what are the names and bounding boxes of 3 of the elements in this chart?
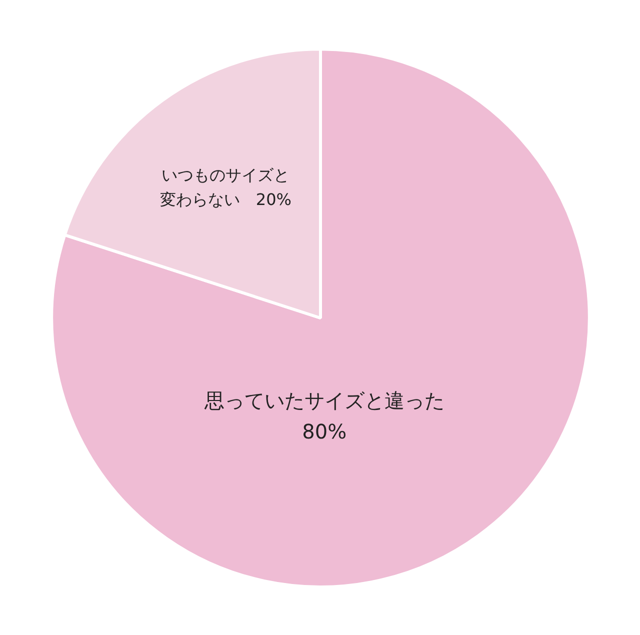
- data-label: 80%: [302, 420, 347, 444]
- slice-label: いつものサイズと変わらない 20%: [160, 166, 292, 210]
- slice-label: 思っていたサイズと違った: [203, 388, 444, 412]
